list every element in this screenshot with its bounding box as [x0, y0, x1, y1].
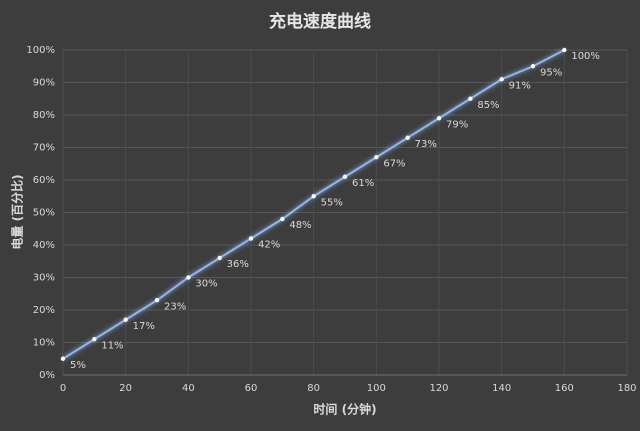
- x-tick-label: 160: [555, 383, 574, 394]
- point: [154, 298, 160, 303]
- x-tick-label: 100: [367, 383, 386, 394]
- x-axis-label: 时间 (分钟): [313, 402, 376, 417]
- y-tick-label: 30%: [33, 273, 55, 284]
- y-tick-label: 80%: [33, 110, 55, 121]
- point: [499, 77, 504, 82]
- point: [248, 236, 254, 241]
- x-tick-label: 60: [245, 383, 258, 394]
- y-tick-label: 50%: [33, 208, 55, 219]
- data-label: 73%: [415, 139, 437, 150]
- point: [468, 96, 473, 101]
- point: [530, 64, 536, 69]
- data-label: 48%: [289, 220, 311, 231]
- y-tick-label: 60%: [33, 175, 55, 186]
- data-label: 95%: [540, 67, 562, 78]
- y-tick-label: 100%: [26, 45, 55, 56]
- x-tick-label: 140: [492, 383, 511, 394]
- y-tick-label: 70%: [33, 143, 55, 154]
- data-label: 61%: [352, 178, 374, 189]
- data-label: 17%: [133, 321, 155, 332]
- data-label: 23%: [164, 301, 186, 312]
- y-tick-label: 0%: [39, 370, 55, 381]
- data-label: 79%: [446, 119, 468, 130]
- data-label: 100%: [571, 51, 600, 62]
- y-axis-label: 电量 (百分比): [10, 174, 25, 249]
- point: [186, 275, 191, 280]
- y-tick-label: 90%: [33, 78, 55, 89]
- point: [60, 356, 66, 361]
- data-label: 55%: [321, 197, 343, 208]
- chart-title: 充电速度曲线: [269, 11, 371, 32]
- data-label: 42%: [258, 240, 280, 251]
- data-label: 85%: [477, 100, 499, 111]
- point: [311, 194, 316, 199]
- point: [217, 255, 222, 261]
- x-tick-label: 180: [617, 383, 636, 394]
- point: [436, 116, 442, 121]
- point: [405, 135, 410, 140]
- data-label: 91%: [509, 80, 531, 91]
- y-tick-label: 10%: [33, 338, 55, 349]
- data-label: 30%: [195, 279, 217, 290]
- x-tick-label: 20: [119, 383, 132, 394]
- x-tick-label: 120: [429, 383, 448, 394]
- point: [342, 174, 348, 179]
- data-label: 11%: [101, 340, 123, 351]
- point: [562, 47, 567, 53]
- y-tick-label: 40%: [33, 240, 55, 251]
- y-tick-label: 20%: [33, 305, 55, 316]
- data-label: 5%: [70, 360, 86, 371]
- point: [280, 216, 285, 222]
- data-label: 36%: [227, 259, 249, 270]
- x-tick-label: 40: [182, 383, 195, 394]
- point: [123, 317, 128, 322]
- data-label: 67%: [383, 158, 405, 169]
- point: [92, 337, 97, 342]
- x-tick-label: 0: [60, 383, 66, 394]
- x-tick-label: 80: [307, 383, 320, 394]
- point: [374, 155, 379, 160]
